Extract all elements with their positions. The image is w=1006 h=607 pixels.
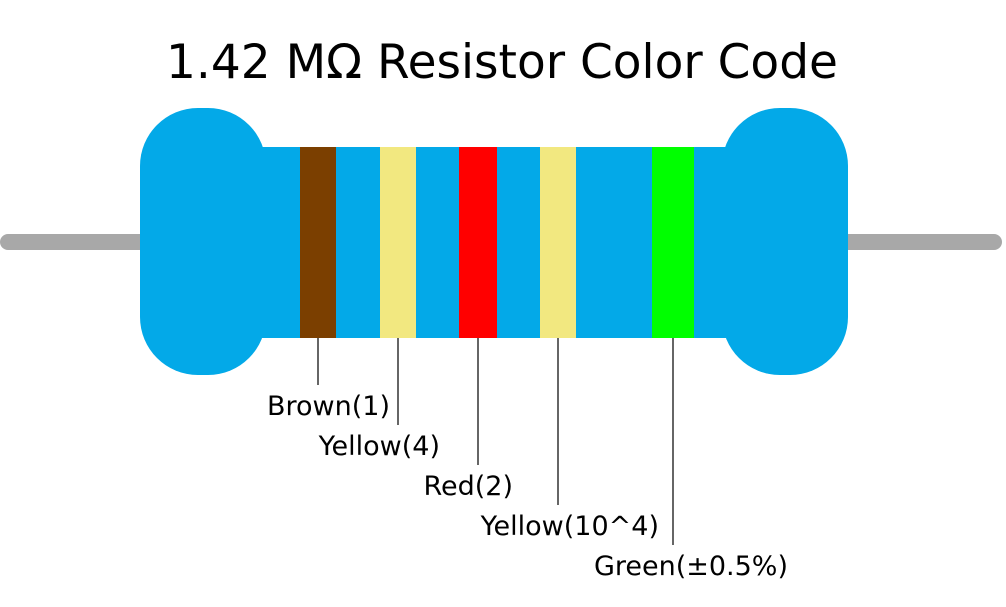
color-band (652, 147, 694, 338)
band-label: Yellow(10^4) (480, 511, 659, 542)
band-label: Red(2) (423, 471, 513, 502)
color-band (459, 147, 497, 338)
band-label: Green(±0.5%) (594, 551, 788, 582)
band-label: Yellow(4) (318, 431, 440, 462)
color-band (380, 147, 416, 338)
resistor-end-cap (722, 108, 848, 375)
resistor-end-cap (140, 108, 266, 375)
color-band (540, 147, 576, 338)
color-band (300, 147, 336, 338)
band-label: Brown(1) (267, 391, 390, 422)
title: 1.42 MΩ Resistor Color Code (166, 35, 838, 90)
